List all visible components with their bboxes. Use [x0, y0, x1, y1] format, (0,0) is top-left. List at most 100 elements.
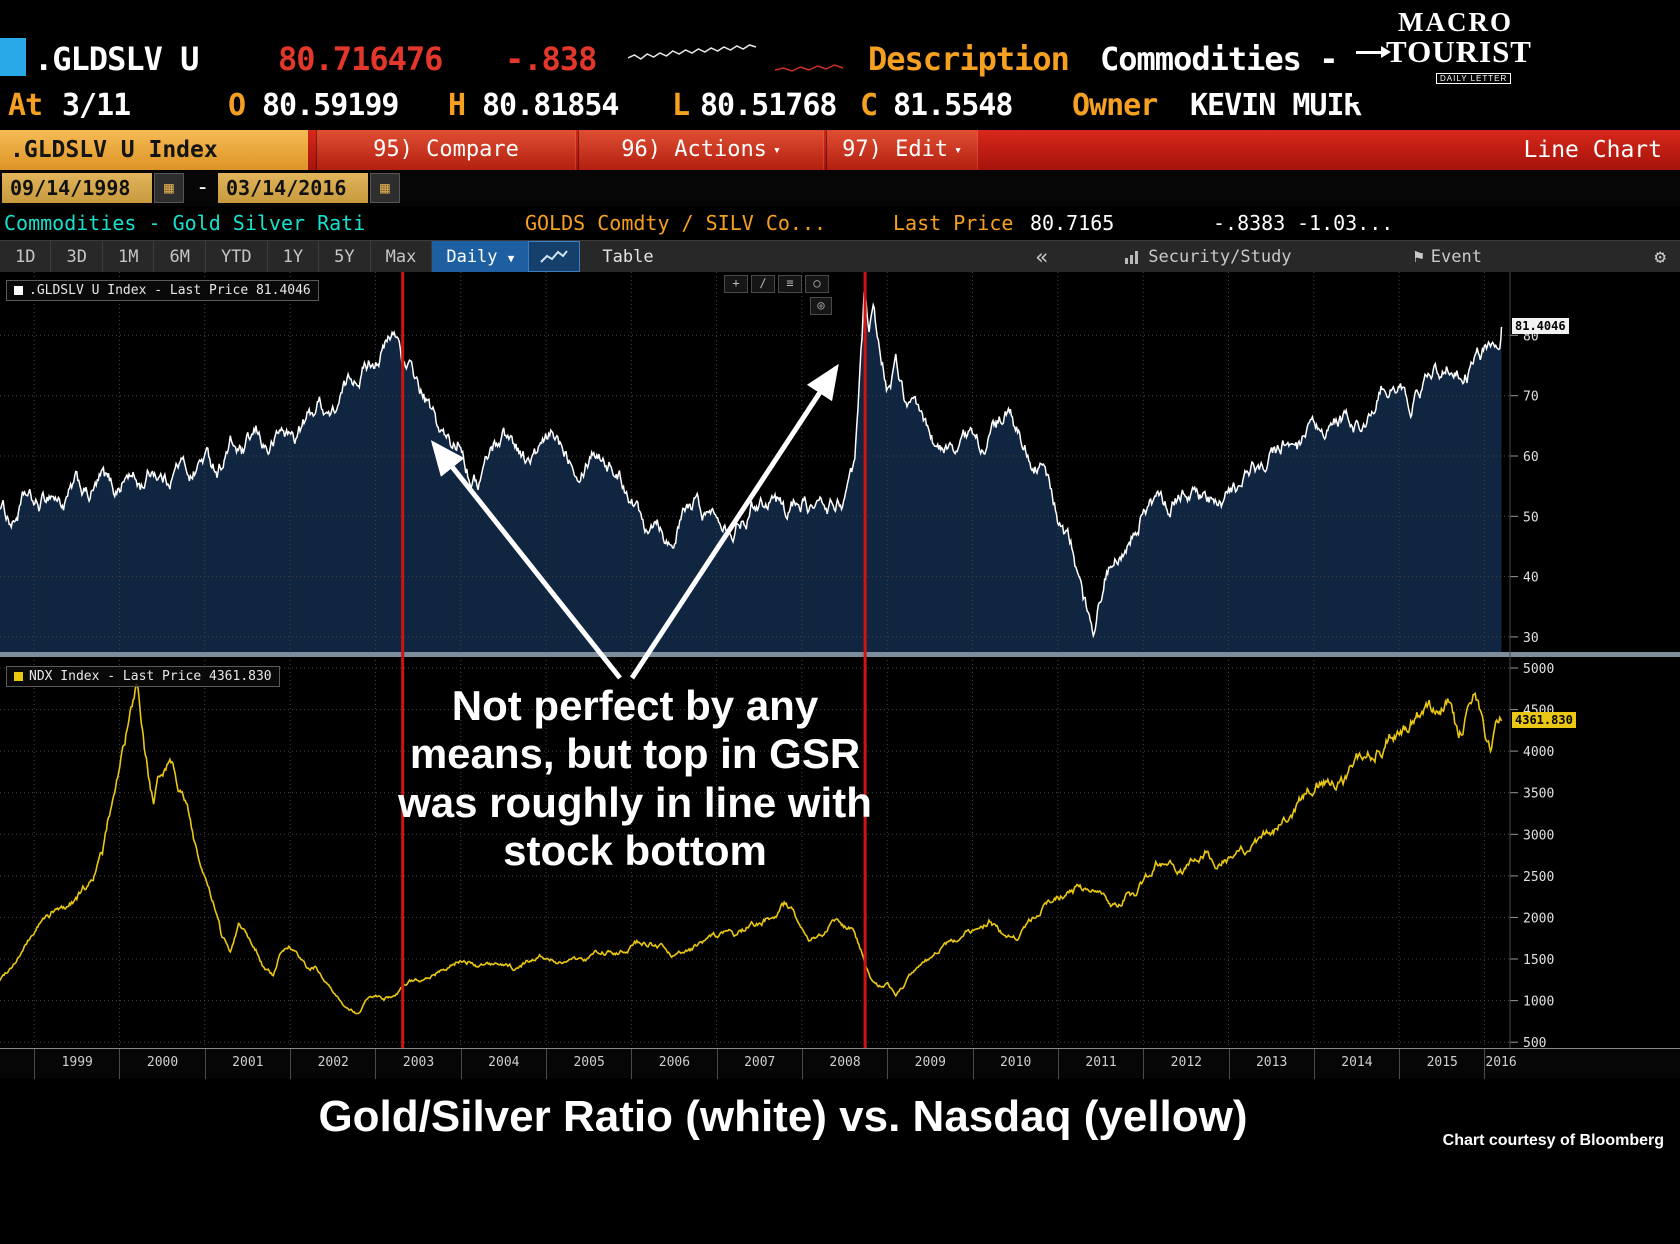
chart-annotation: Not perfect by any means, but top in GSR…: [398, 682, 872, 874]
period-tab-1m[interactable]: 1M: [103, 241, 155, 272]
x-axis-year-label: 2014: [1313, 1049, 1399, 1079]
frequency-label: Daily: [446, 247, 498, 267]
index-tab[interactable]: .GLDSLV U Index: [0, 130, 308, 170]
security-study-label: Security/Study: [1148, 246, 1292, 267]
actions-button[interactable]: 96) Actions ▾: [578, 130, 824, 170]
x-axis-year-label: 2007: [716, 1049, 802, 1079]
y-axis-tick-label: 40: [1523, 571, 1539, 586]
price-chart-svg[interactable]: 3040506070805001000150020002500300035004…: [0, 272, 1680, 1048]
end-date-field[interactable]: 03/14/2016: [218, 173, 368, 203]
owner-label: Owner: [1072, 88, 1158, 123]
gsr-swatch: [14, 286, 23, 295]
low-value: 80.51768: [700, 88, 837, 123]
y-axis-tick-label: 50: [1523, 510, 1539, 525]
line-chart-icon-button[interactable]: [528, 241, 581, 272]
edit-label: 97) Edit: [842, 137, 949, 162]
range-separator: -: [196, 175, 210, 200]
end-calendar-button[interactable]: ▦: [370, 173, 400, 203]
x-axis-year-label: 2003: [375, 1049, 460, 1079]
gsr-line: [0, 291, 1503, 639]
table-tab[interactable]: Table: [602, 247, 654, 267]
flag-icon: ⚑: [1413, 246, 1424, 267]
ndx-line: [0, 683, 1503, 1015]
x-axis-year-label: 2016: [1484, 1049, 1517, 1079]
open-value: 80.59199: [262, 88, 399, 123]
news-icon[interactable]: ≡: [778, 275, 802, 293]
y-axis-tick-label: 2000: [1523, 911, 1554, 926]
panel-divider: [0, 652, 1680, 657]
y-axis-tick-label: 2500: [1523, 870, 1554, 885]
period-tab-5y[interactable]: 5Y: [319, 241, 371, 272]
x-axis-year-label: 2005: [546, 1049, 631, 1079]
formula-text: GOLDS Comdty / SILV Co...: [525, 211, 827, 235]
high-label: H: [448, 88, 466, 123]
zoom-icon[interactable]: ○: [805, 275, 829, 293]
trendline-icon[interactable]: ∕: [751, 275, 775, 293]
x-axis-year-label: 2013: [1228, 1049, 1314, 1079]
x-axis-year-label: 2010: [972, 1049, 1058, 1079]
close-value: 81.5548: [893, 88, 1013, 123]
crosshair-icon[interactable]: +: [724, 275, 748, 293]
frequency-dropdown[interactable]: Daily ▼: [432, 241, 529, 272]
y-axis-tick-label: 1000: [1523, 995, 1554, 1010]
event-button[interactable]: ⚑ Event: [1408, 241, 1488, 272]
change-value-2: -1.03...: [1297, 211, 1394, 235]
x-axis-year-label: 2000: [119, 1049, 204, 1079]
info-row: Commodities - Gold Silver Rati GOLDS Com…: [0, 206, 1680, 240]
at-label: At: [8, 88, 43, 123]
period-tab-1d[interactable]: 1D: [0, 241, 52, 272]
ticker-color-square: [0, 38, 26, 76]
y-axis-tick-label: 60: [1523, 450, 1539, 465]
gear-icon[interactable]: ⚙: [1654, 246, 1666, 268]
calendar-icon: ▦: [380, 178, 390, 197]
x-axis-year-label: 2011: [1057, 1049, 1143, 1079]
legend-gsr-text: .GLDSLV U Index - Last Price 81.4046: [29, 283, 311, 298]
calendar-icon: ▦: [164, 178, 174, 197]
security-study-button[interactable]: Security/Study: [1118, 241, 1297, 272]
legend-ndx: NDX Index - Last Price 4361.830: [6, 666, 280, 687]
at-value: 3/11: [62, 88, 131, 123]
gsr-area-fill: [0, 294, 1502, 652]
start-date-field[interactable]: 09/14/1998: [2, 173, 152, 203]
security-name: Commodities - Gold Silver Rati: [4, 211, 366, 235]
open-label: O: [228, 88, 246, 123]
last-price: 80.716476: [278, 40, 443, 78]
y-axis-tick-label: 4000: [1523, 745, 1554, 760]
logo-line2: TOURIST: [1386, 34, 1532, 69]
period-tab-max[interactable]: Max: [371, 241, 433, 272]
chart-mini-toolbar: + ∕ ≡ ○: [724, 275, 829, 293]
start-calendar-button[interactable]: ▦: [154, 173, 184, 203]
period-tab-ytd[interactable]: YTD: [206, 241, 268, 272]
y-axis-tick-label: 3500: [1523, 787, 1554, 802]
x-axis-year-label: 2009: [887, 1049, 972, 1079]
edit-button[interactable]: 97) Edit ▾: [826, 130, 978, 170]
period-tab-3d[interactable]: 3D: [51, 241, 103, 272]
collapse-panel-button[interactable]: «: [1035, 245, 1049, 269]
x-axis-year-label: 2004: [460, 1049, 546, 1079]
price-change: -.838: [505, 40, 597, 78]
period-tab-1y[interactable]: 1Y: [268, 241, 320, 272]
compare-label: 95) Compare: [373, 137, 519, 162]
caret-down-icon: ▾: [954, 143, 962, 158]
target-icon[interactable]: ◎: [810, 297, 832, 315]
line-chart-icon: [540, 249, 569, 263]
gsr-last-price-badge: 81.4046: [1512, 317, 1569, 334]
period-tab-6m[interactable]: 6M: [154, 241, 206, 272]
ticker-symbol: .GLDSLV U: [34, 40, 199, 78]
compare-button[interactable]: 95) Compare: [316, 130, 576, 170]
annotation-arrow-left: [430, 440, 622, 680]
x-axis-year-label: 2012: [1143, 1049, 1228, 1079]
caret-down-icon: ▼: [507, 252, 515, 265]
x-axis-year-label: 1999: [34, 1049, 119, 1079]
header-sparkline-white: [628, 44, 757, 60]
caret-down-icon: ▾: [772, 143, 781, 158]
legend-gsr: .GLDSLV U Index - Last Price 81.4046: [6, 280, 319, 301]
ndx-swatch: [14, 672, 23, 681]
y-axis-tick-label: 3000: [1523, 828, 1554, 843]
legend-ndx-text: NDX Index - Last Price 4361.830: [29, 669, 272, 684]
owner-value: KEVIN MUIR: [1190, 88, 1362, 123]
date-range-bar: 09/14/1998 ▦ - 03/14/2016 ▦: [0, 170, 1680, 206]
chart-title: Gold/Silver Ratio (white) vs. Nasdaq (ye…: [318, 1092, 1248, 1141]
y-axis-tick-label: 70: [1523, 390, 1539, 405]
x-axis: 1999 2000 2001 2002 2003 2004 2005 2006 2007 2008…: [0, 1048, 1680, 1079]
